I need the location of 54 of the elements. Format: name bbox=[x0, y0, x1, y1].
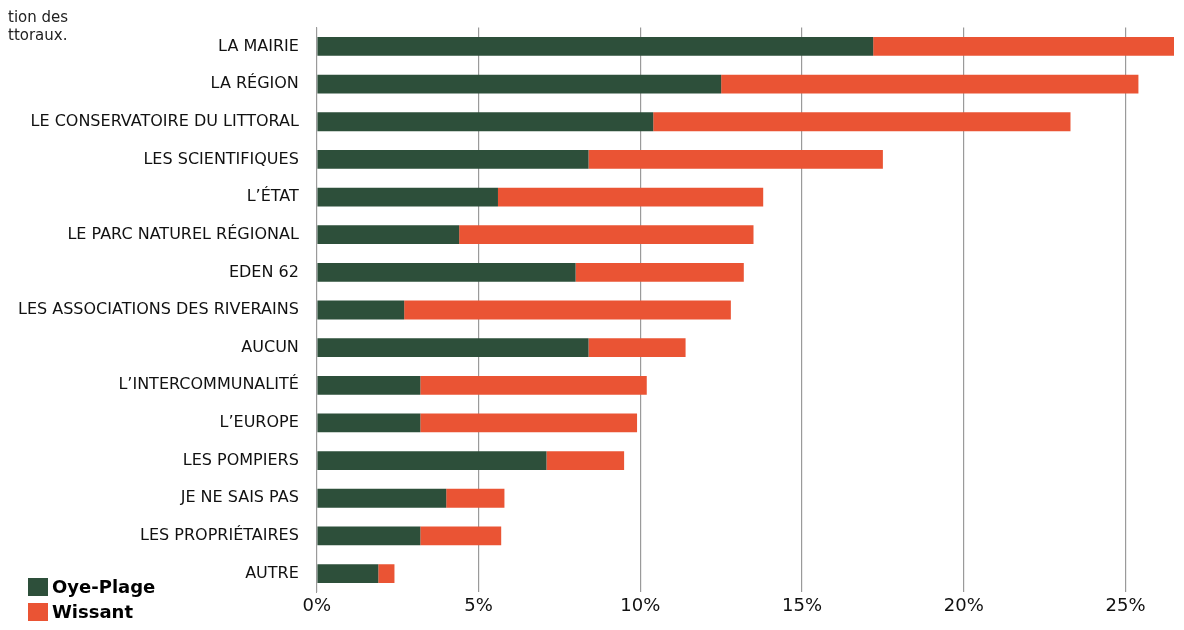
bar bbox=[317, 413, 421, 433]
bar bbox=[317, 37, 874, 56]
y-tick-label: L’ÉTAT bbox=[246, 186, 300, 206]
y-tick-label: LES SCIENTIFIQUES bbox=[143, 148, 299, 168]
x-tick-label: 0% bbox=[302, 593, 332, 615]
bar bbox=[653, 112, 1071, 132]
x-tick-label: 5% bbox=[464, 593, 493, 615]
bar bbox=[317, 375, 421, 395]
bar bbox=[575, 262, 744, 282]
legend-label: Oye-Plage bbox=[52, 576, 156, 597]
bar bbox=[404, 300, 731, 320]
y-tick-label: LE CONSERVATOIRE DU LITTORAL bbox=[30, 110, 299, 130]
bar bbox=[317, 451, 547, 471]
bar bbox=[588, 338, 686, 358]
bar bbox=[317, 74, 722, 94]
bar bbox=[317, 187, 498, 207]
x-tick-label: 20% bbox=[943, 593, 984, 615]
bar bbox=[420, 413, 638, 433]
bar bbox=[317, 149, 589, 169]
bar bbox=[873, 37, 1174, 56]
bar bbox=[317, 564, 379, 583]
y-tick-label: LA MAIRIE bbox=[218, 35, 299, 55]
bar bbox=[378, 564, 395, 583]
bar bbox=[317, 262, 576, 282]
y-tick-label: LA RÉGION bbox=[210, 73, 299, 93]
y-tick-label: L’EUROPE bbox=[219, 412, 299, 432]
bar bbox=[317, 225, 460, 245]
bar bbox=[420, 526, 502, 546]
bar bbox=[459, 225, 754, 245]
bar bbox=[317, 526, 421, 546]
bar bbox=[317, 112, 654, 132]
y-tick-label: LES ASSOCIATIONS DES RIVERAINS bbox=[18, 299, 299, 319]
bar bbox=[317, 488, 447, 508]
y-tick-label: EDEN 62 bbox=[228, 261, 299, 281]
y-tick-label: LE PARC NATUREL RÉGIONAL bbox=[67, 223, 299, 243]
bar bbox=[420, 375, 647, 395]
bar bbox=[497, 187, 764, 207]
y-tick-label: JE NE SAIS PAS bbox=[179, 487, 299, 507]
x-tick-label: 10% bbox=[620, 593, 661, 615]
y-tick-label: L’INTERCOMMUNALITÉ bbox=[118, 374, 299, 394]
bar bbox=[446, 488, 505, 508]
y-tick-label: LES POMPIERS bbox=[182, 449, 299, 469]
x-tick-label: 15% bbox=[782, 593, 823, 615]
y-tick-label: AUTRE bbox=[245, 562, 299, 582]
text: tion des ttoraux. bbox=[8, 8, 69, 44]
bar bbox=[721, 74, 1139, 94]
legend-label: Wissant bbox=[52, 601, 134, 622]
y-tick-label: LES PROPRIÉTAIRES bbox=[140, 525, 299, 545]
bar bbox=[317, 338, 589, 358]
bar bbox=[317, 300, 405, 320]
y-tick-label: AUCUN bbox=[241, 336, 299, 356]
x-tick-label: 25% bbox=[1105, 593, 1146, 615]
bar bbox=[588, 149, 883, 169]
bar bbox=[546, 451, 625, 471]
